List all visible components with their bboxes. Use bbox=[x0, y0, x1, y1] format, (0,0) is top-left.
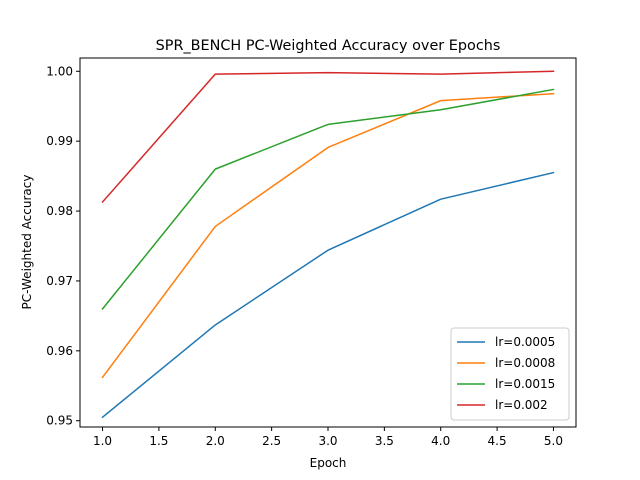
y-tick-label: 0.98 bbox=[46, 204, 73, 218]
series-line-0 bbox=[101, 171, 555, 419]
x-axis: 1.0 1.5 2.0 2.5 3.0 3.5 4.0 4.5 5.0 bbox=[93, 427, 563, 448]
x-tick-label: 1.0 bbox=[93, 434, 112, 448]
chart-title: SPR_BENCH PC-Weighted Accuracy over Epoc… bbox=[156, 38, 501, 54]
x-tick-label: 2.5 bbox=[262, 434, 281, 448]
y-tick-label: 0.97 bbox=[46, 274, 73, 288]
x-tick-label: 4.5 bbox=[488, 434, 507, 448]
plot-area bbox=[101, 70, 555, 419]
y-tick-label: 0.96 bbox=[46, 344, 73, 358]
x-tick-label: 5.0 bbox=[544, 434, 563, 448]
legend-label: lr=0.0008 bbox=[495, 356, 555, 370]
y-axis-label: PC-Weighted Accuracy bbox=[20, 175, 34, 310]
series-line-1 bbox=[101, 92, 555, 379]
legend-label: lr=0.0015 bbox=[495, 377, 555, 391]
y-tick-label: 0.95 bbox=[46, 414, 73, 428]
legend-label: lr=0.0005 bbox=[495, 335, 555, 349]
y-tick-label: 1.00 bbox=[46, 64, 73, 78]
x-tick-label: 2.0 bbox=[206, 434, 225, 448]
legend: lr=0.0005 lr=0.0008 lr=0.0015 lr=0.002 bbox=[450, 327, 570, 421]
y-axis: 0.95 0.96 0.97 0.98 0.99 1.00 bbox=[46, 64, 80, 428]
x-tick-label: 3.0 bbox=[318, 434, 337, 448]
x-tick-label: 1.5 bbox=[149, 434, 168, 448]
x-axis-label: Epoch bbox=[310, 456, 347, 470]
y-tick-label: 0.99 bbox=[46, 134, 73, 148]
legend-label: lr=0.002 bbox=[495, 398, 548, 412]
x-tick-label: 4.0 bbox=[431, 434, 450, 448]
series-line-2 bbox=[101, 88, 555, 310]
series-line-3 bbox=[101, 70, 555, 204]
legend-box bbox=[450, 327, 570, 421]
x-tick-label: 3.5 bbox=[375, 434, 394, 448]
